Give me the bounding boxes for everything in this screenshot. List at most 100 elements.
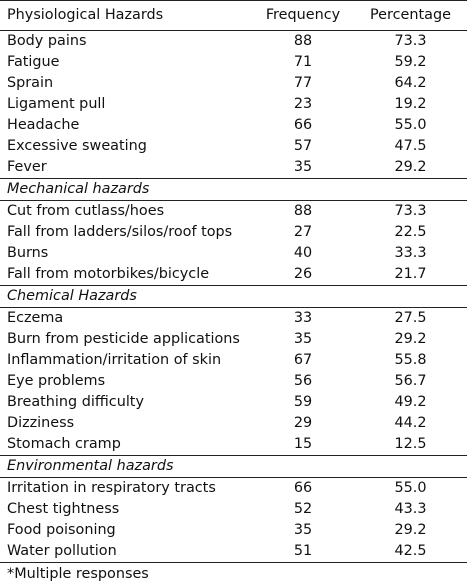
frequency-cell: 59	[293, 394, 313, 410]
frequency-cell: 51	[252, 541, 354, 563]
table-row: Excessive sweating 57 47.5	[0, 136, 467, 157]
frequency-cell: 15	[293, 436, 313, 452]
table-row: Headache 66 55.0	[0, 115, 467, 136]
table-row: Body pains 88 73.3	[0, 31, 467, 53]
percentage-cell: 22.5	[394, 224, 427, 240]
frequency-cell: 67	[293, 352, 313, 368]
table-body: Body pains 88 73.3 Fatigue 71 59.2 Sprain 77 64.…	[0, 31, 467, 563]
table-row: Stomach cramp 15 12.5	[0, 434, 467, 456]
hazard-cell: Water pollution	[0, 541, 252, 563]
percentage-cell: 55.0	[394, 117, 427, 133]
table-row: Chest tightness 52 43.3	[0, 499, 467, 520]
percentage-cell: 55.8	[394, 352, 427, 368]
hazard-cell: Dizziness	[7, 415, 75, 431]
hazard-cell: Food poisoning	[7, 522, 116, 538]
frequency-cell: 27	[293, 224, 313, 240]
percentage-cell: 73.3	[394, 33, 427, 49]
percentage-cell: 42.5	[354, 541, 467, 563]
header-row: Physiological Hazards Frequency Percenta…	[0, 0, 467, 31]
percentage-cell: 47.5	[394, 138, 427, 154]
percentage-cell: 44.2	[394, 415, 427, 431]
section-header-row: Environmental hazards	[0, 455, 467, 478]
percentage-cell: 55.0	[394, 480, 427, 496]
frequency-cell: 23	[293, 96, 313, 112]
header-hazard: Physiological Hazards	[0, 0, 252, 31]
percentage-cell: 73.3	[394, 203, 427, 219]
hazard-cell: Chest tightness	[7, 501, 120, 517]
frequency-cell: 26	[293, 266, 313, 282]
section-title: Environmental hazards	[0, 455, 467, 478]
hazard-cell: Eczema	[7, 310, 64, 326]
section-header-row: Chemical Hazards	[0, 285, 467, 308]
frequency-cell: 33	[293, 310, 313, 326]
table-row: Dizziness 29 44.2	[0, 413, 467, 434]
frequency-cell: 57	[293, 138, 313, 154]
table-row: Burns 40 33.3	[0, 243, 467, 264]
table-row: Irritation in respiratory tracts 66 55.0	[0, 478, 467, 500]
hazard-cell: Inflammation/irritation of skin	[7, 352, 222, 368]
frequency-cell: 35	[293, 159, 313, 175]
footnote: *Multiple responses	[7, 566, 149, 582]
section-title: Chemical Hazards	[0, 285, 467, 308]
table-row: Fall from motorbikes/bicycle 26 21.7	[0, 264, 467, 286]
table-row: Water pollution 51 42.5	[0, 541, 467, 563]
table-row: Fatigue 71 59.2	[0, 52, 467, 73]
percentage-cell: 19.2	[394, 96, 427, 112]
frequency-cell: 40	[293, 245, 313, 261]
table-row: Fall from ladders/silos/roof tops 27 22.5	[0, 222, 467, 243]
frequency-cell: 71	[293, 54, 313, 70]
frequency-cell: 77	[293, 75, 313, 91]
table-row: Breathing difficulty 59 49.2	[0, 392, 467, 413]
percentage-cell: 21.7	[394, 266, 427, 282]
percentage-cell: 56.7	[394, 373, 427, 389]
table-row: Inflammation/irritation of skin 67 55.8	[0, 350, 467, 371]
section-title: Mechanical hazards	[0, 178, 467, 201]
frequency-cell: 88	[293, 33, 313, 49]
header-percentage: Percentage	[354, 0, 467, 31]
hazard-cell: Fever	[7, 159, 47, 175]
percentage-cell: 49.2	[394, 394, 427, 410]
table-row: Sprain 77 64.2	[0, 73, 467, 94]
percentage-cell: 43.3	[394, 501, 427, 517]
hazard-cell: Excessive sweating	[7, 138, 147, 154]
hazard-cell: Fatigue	[7, 54, 60, 70]
hazard-cell: Fall from ladders/silos/roof tops	[7, 224, 233, 240]
table-row: Eye problems 56 56.7	[0, 371, 467, 392]
header-frequency: Frequency	[252, 0, 354, 31]
table-row: Fever 35 29.2	[0, 157, 467, 179]
frequency-cell: 56	[293, 373, 313, 389]
hazard-cell: Body pains	[7, 33, 87, 49]
hazard-cell: Cut from cutlass/hoes	[7, 203, 165, 219]
frequency-cell: 66	[293, 117, 313, 133]
percentage-cell: 27.5	[394, 310, 427, 326]
percentage-cell: 33.3	[394, 245, 427, 261]
table-row: Ligament pull 23 19.2	[0, 94, 467, 115]
table-row: Food poisoning 35 29.2	[0, 520, 467, 541]
frequency-cell: 88	[293, 203, 313, 219]
hazard-cell: Burn from pesticide applications	[7, 331, 240, 347]
percentage-cell: 64.2	[394, 75, 427, 91]
hazard-cell: Irritation in respiratory tracts	[7, 480, 216, 496]
hazard-cell: Burns	[7, 245, 49, 261]
percentage-cell: 59.2	[394, 54, 427, 70]
hazard-cell: Headache	[7, 117, 80, 133]
hazards-table: Physiological Hazards Frequency Percenta…	[0, 0, 467, 563]
hazard-cell: Eye problems	[7, 373, 106, 389]
table-row: Burn from pesticide applications 35 29.2	[0, 329, 467, 350]
table-row: Eczema 33 27.5	[0, 308, 467, 330]
hazard-cell: Fall from motorbikes/bicycle	[7, 266, 210, 282]
percentage-cell: 29.2	[394, 522, 427, 538]
frequency-cell: 66	[293, 480, 313, 496]
percentage-cell: 29.2	[394, 331, 427, 347]
frequency-cell: 35	[293, 522, 313, 538]
hazard-cell: Ligament pull	[7, 96, 106, 112]
frequency-cell: 29	[293, 415, 313, 431]
hazard-cell: Sprain	[7, 75, 54, 91]
hazard-cell: Stomach cramp	[7, 436, 121, 452]
section-header-row: Mechanical hazards	[0, 178, 467, 201]
hazard-cell: Breathing difficulty	[7, 394, 144, 410]
percentage-cell: 29.2	[394, 159, 427, 175]
percentage-cell: 12.5	[394, 436, 427, 452]
frequency-cell: 52	[293, 501, 313, 517]
